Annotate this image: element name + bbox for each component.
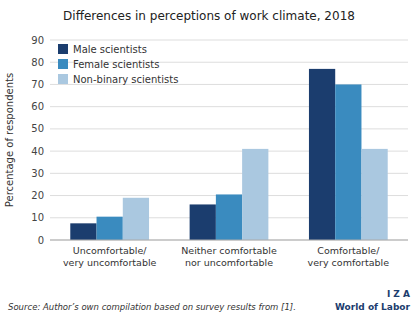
y-tick-label: 60 [31, 101, 44, 112]
bar [361, 149, 387, 240]
legend-swatch [58, 74, 68, 84]
y-axis-label: Percentage of respondents [4, 73, 15, 207]
bar [123, 198, 149, 240]
y-tick-label: 10 [31, 212, 44, 223]
bar [70, 223, 96, 240]
chart-container: Differences in perceptions of work clima… [0, 0, 418, 318]
legend-label: Male scientists [73, 44, 147, 55]
source-note: Source: Author’s own compilation based o… [8, 302, 296, 312]
bar [309, 69, 335, 240]
y-tick-label: 90 [31, 35, 44, 46]
grid-line [50, 240, 408, 241]
brand-line: I Z A [387, 289, 410, 299]
x-axis-line [50, 240, 408, 241]
y-tick-label: 30 [31, 168, 44, 179]
legend: Male scientists Female scientists Non-bina… [58, 44, 178, 85]
legend-swatch [58, 44, 68, 54]
y-tick-label: 50 [31, 123, 44, 134]
grid-line [50, 40, 408, 41]
grid [50, 40, 408, 240]
chart: Differences in perceptions of work clima… [0, 0, 418, 318]
x-tick-label: Neither comfortablenor uncomfortable [181, 245, 277, 268]
bar [190, 204, 216, 240]
bar [216, 194, 242, 240]
title: Differences in perceptions of work clima… [63, 9, 355, 23]
y-tick-label: 20 [31, 190, 44, 201]
bars [70, 69, 387, 240]
brand-line: World of Labor [335, 302, 411, 312]
x-tick-label: Uncomfortable/very uncomfortable [63, 245, 157, 268]
legend-label: Non-binary scientists [73, 74, 178, 85]
legend-label: Female scientists [73, 59, 159, 70]
legend-swatch [58, 59, 68, 69]
y-tick-label: 0 [38, 235, 44, 246]
y-tick-label: 70 [31, 79, 44, 90]
bar [335, 84, 361, 240]
y-tick-label: 40 [31, 146, 44, 157]
x-tick-label: Comfortable/very comfortable [308, 245, 390, 268]
bar [97, 217, 123, 240]
y-tick-label: 80 [31, 57, 44, 68]
bar [242, 149, 268, 240]
